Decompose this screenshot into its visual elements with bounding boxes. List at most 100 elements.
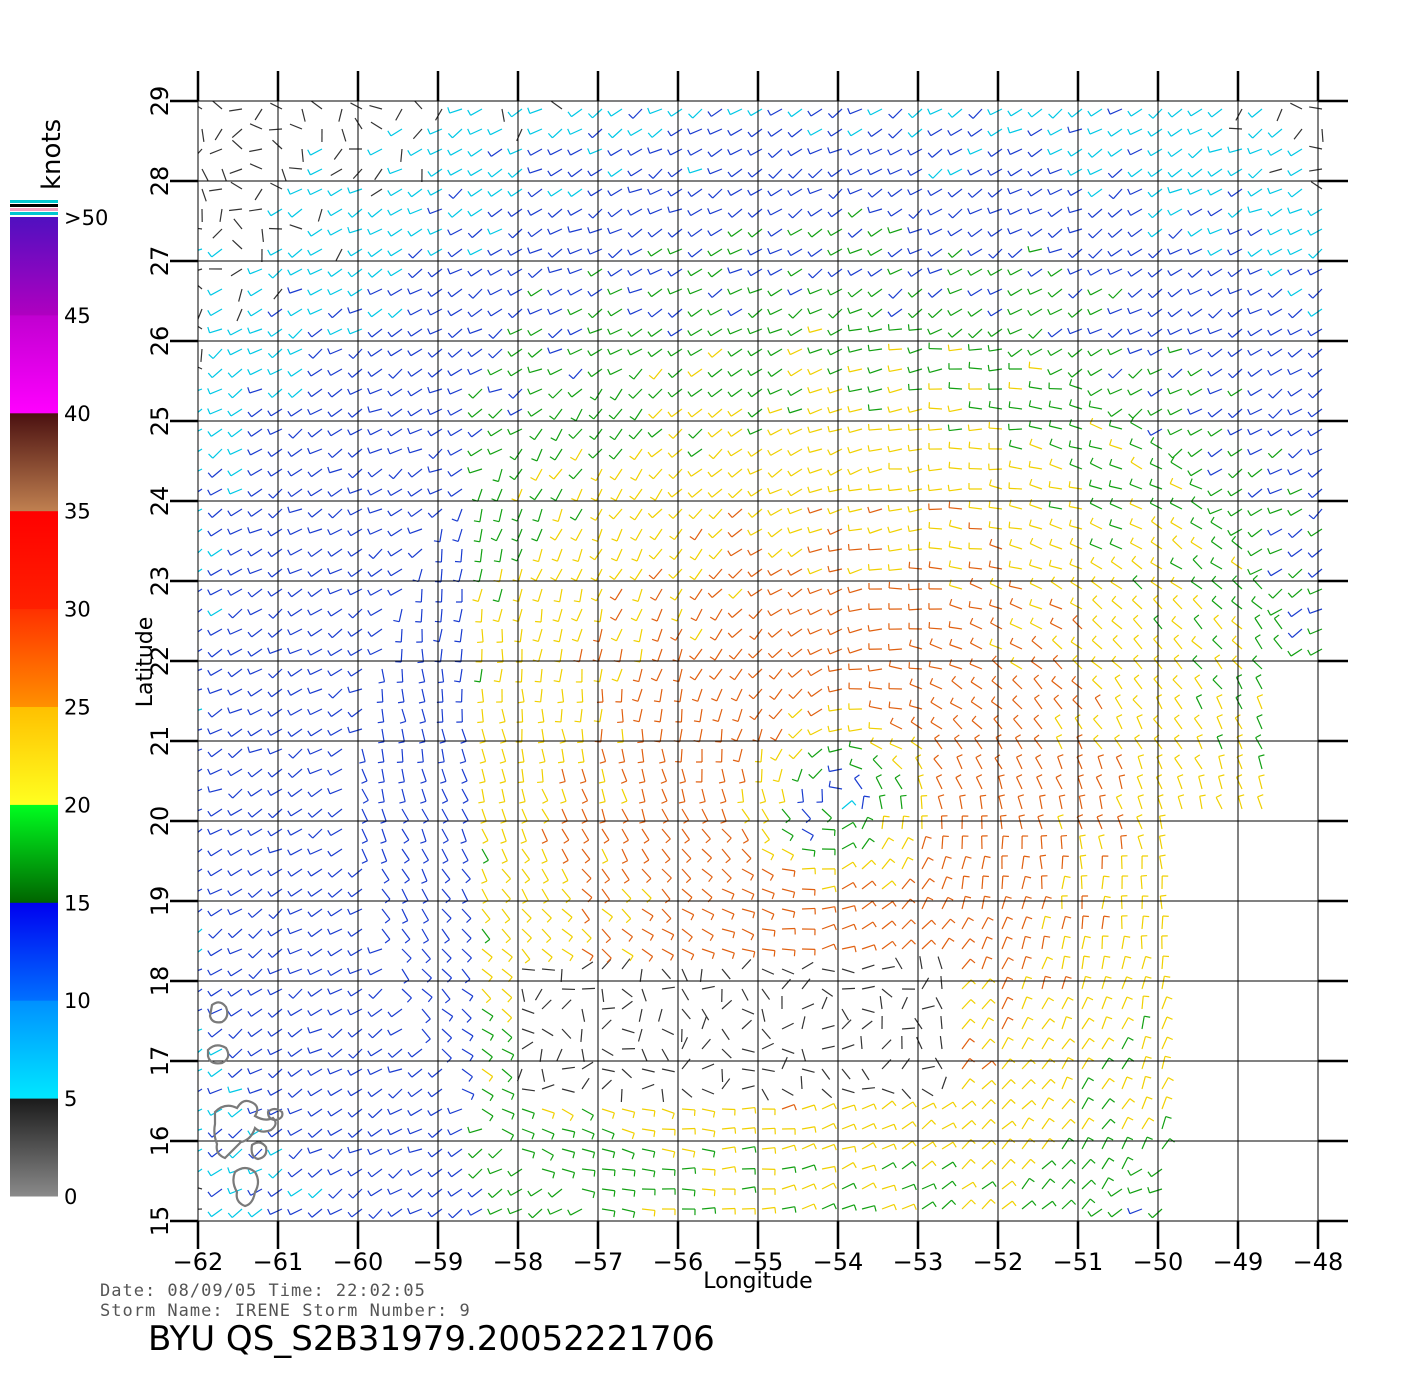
wind-barb [1049,544,1063,550]
wind-barb [721,1166,735,1170]
wind-barb [310,368,323,377]
wind-barb [601,688,604,703]
wind-barb [330,328,343,336]
wind-barb [875,777,883,790]
wind-barb-flag [670,636,676,641]
wind-barb-flag [407,1127,411,1135]
wind-barb [1049,523,1063,530]
wind-barb-flag [630,536,636,541]
wind-barb-flag [1067,996,1074,1001]
wind-barb [781,908,795,913]
wind-barb [471,428,483,438]
wind-barb-flag [1039,794,1046,797]
wind-barb [581,1168,595,1172]
wind-barb [570,288,583,296]
wind-barb-flag [547,1208,551,1215]
wind-barb-flag [1166,1016,1173,1020]
wind-barb-flag [1064,955,1071,958]
wind-barb-flag [749,715,755,721]
wind-barb [697,688,703,702]
wind-barb [935,777,943,790]
wind-barb-flag [1049,458,1053,465]
wind-barb [198,1148,203,1152]
wind-barb [409,288,423,295]
wind-barb [801,978,811,990]
wind-barb-flag [307,1010,312,1016]
wind-barb-flag [1007,351,1012,358]
wind-barb-flag [767,371,772,377]
wind-barb [421,1028,431,1040]
wind-barb-flag [792,911,796,918]
wind-barb [330,1088,343,1097]
wind-barb [601,888,611,900]
wind-barb-flag [1127,1187,1131,1194]
wind-barb [849,408,863,413]
wind-barb-flag [1145,975,1152,979]
wind-barb-flag [728,593,734,599]
wind-barb-flag [847,291,853,298]
wind-barb-flag [952,1101,957,1108]
wind-barb [810,728,823,736]
wind-barb [198,428,203,432]
wind-barb [1137,756,1143,770]
wind-barb-flag [478,801,485,804]
wind-barb-flag [454,680,461,683]
wind-barb-flag [508,956,513,963]
wind-barb-flag [347,290,352,297]
wind-barb [750,448,763,457]
wind-barb [1189,408,1203,415]
wind-barb [1118,776,1123,790]
wind-barb-flag [466,937,472,943]
wind-barb-flag [1235,694,1242,699]
wind-barb [459,628,463,642]
wind-barb [637,1028,643,1042]
wind-barb-flag [1098,834,1105,838]
wind-barb [1009,328,1023,335]
wind-barb [489,388,503,393]
wind-barb-flag [713,1131,716,1138]
wind-barb [1272,388,1283,399]
wind-barb [311,1128,323,1138]
wind-barb [651,348,663,358]
wind-barb-flag [1171,615,1177,622]
wind-barb-flag [551,558,558,562]
wind-barb [521,688,525,702]
wind-barb [309,268,323,275]
wind-barb-flag [547,347,551,354]
wind-barb-flag [852,1162,857,1169]
wind-barb-flag [990,1198,996,1204]
wind-barb-flag [847,269,852,276]
wind-barb [841,800,853,810]
wind-barb [481,688,485,702]
wind-barb-flag [936,774,943,778]
wind-barb [541,768,544,783]
wind-barb [615,488,623,501]
wind-barb [831,268,843,278]
wind-barb-flag [367,1091,372,1097]
wind-barb [401,828,410,841]
wind-barb [732,488,743,499]
wind-barb-flag [727,632,733,638]
wind-barb [638,1008,643,1022]
wind-barb [332,1188,343,1199]
wind-barb-flag [969,1078,976,1083]
wind-barb-flag [267,789,272,796]
wind-barb [1101,976,1107,990]
wind-barb [888,587,903,590]
wind-barb-flag [1049,1018,1056,1023]
wind-barb [291,248,303,258]
wind-barb-flag [774,1207,777,1214]
wind-barb [1170,562,1183,570]
wind-barb-flag [827,588,831,595]
wind-barb-flag [1023,855,1030,858]
wind-barb-flag [907,366,911,373]
wind-barb-flag [247,511,252,517]
wind-barb [1130,461,1143,470]
wind-barb-flag [433,540,440,543]
wind-barb [701,848,712,859]
wind-barb-flag [727,391,732,398]
wind-barb [1199,796,1203,810]
wind-barb-flag [847,406,850,413]
wind-barb [1040,835,1043,850]
wind-barb [621,1188,635,1192]
